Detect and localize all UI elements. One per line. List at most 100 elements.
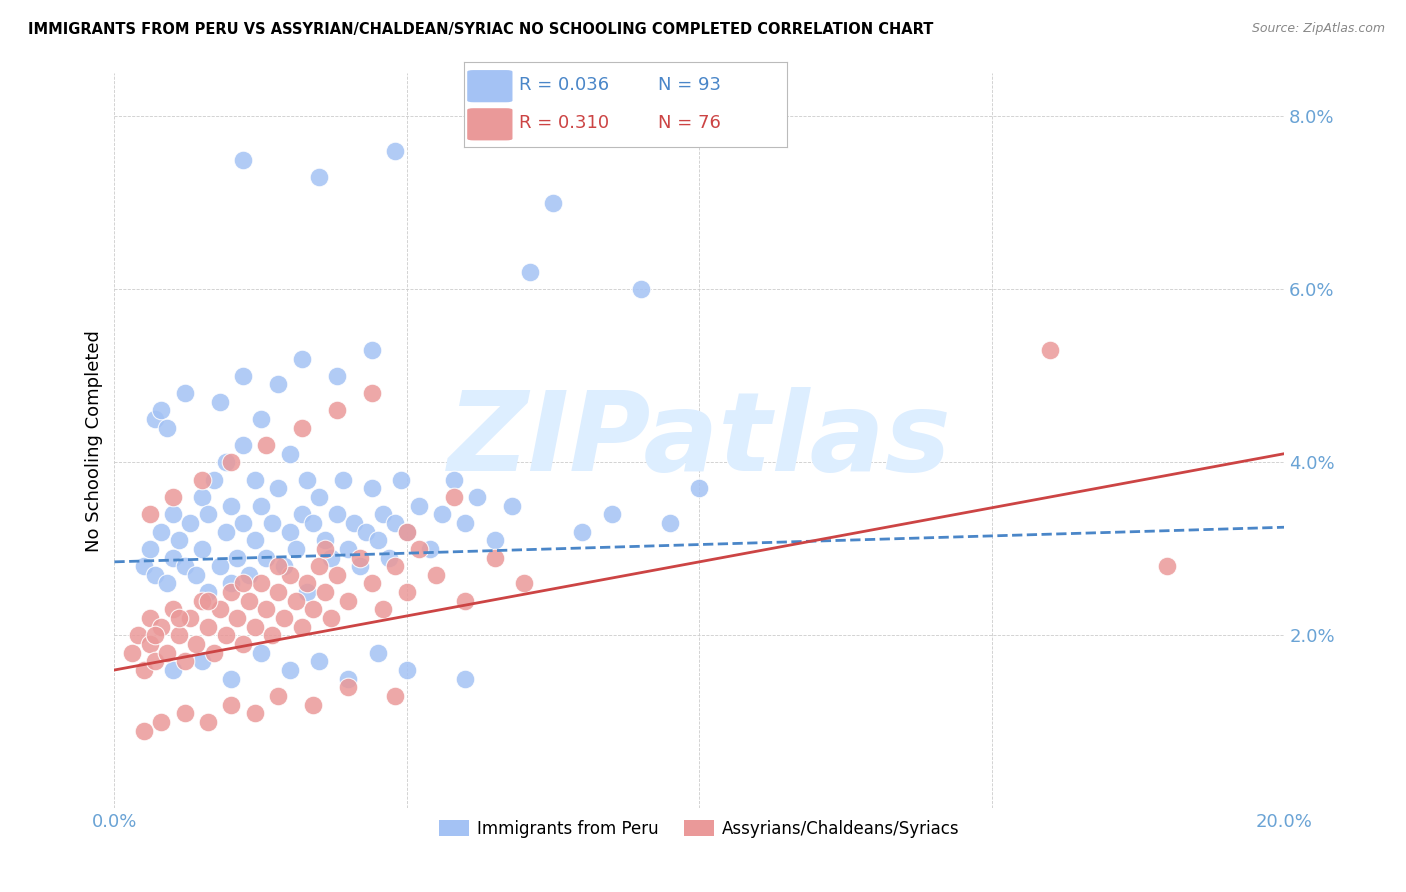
- Point: [302, 698, 325, 712]
- Text: N = 93: N = 93: [658, 77, 721, 95]
- Point: [308, 490, 330, 504]
- Point: [197, 594, 219, 608]
- Point: [226, 611, 249, 625]
- Point: [395, 663, 418, 677]
- Point: [454, 594, 477, 608]
- Point: [132, 559, 155, 574]
- Point: [337, 681, 360, 695]
- Point: [243, 706, 266, 721]
- Point: [630, 282, 652, 296]
- Point: [214, 628, 236, 642]
- Point: [408, 541, 430, 556]
- Point: [349, 559, 371, 574]
- Point: [378, 550, 401, 565]
- Point: [138, 611, 160, 625]
- Point: [571, 524, 593, 539]
- Text: R = 0.310: R = 0.310: [519, 114, 609, 132]
- Point: [395, 524, 418, 539]
- Point: [314, 533, 336, 548]
- Point: [465, 490, 488, 504]
- Point: [191, 654, 214, 668]
- Point: [332, 473, 354, 487]
- Point: [308, 169, 330, 184]
- Point: [360, 481, 382, 495]
- Point: [162, 490, 184, 504]
- Point: [291, 620, 314, 634]
- Point: [256, 602, 278, 616]
- Point: [132, 723, 155, 738]
- Point: [443, 473, 465, 487]
- Point: [284, 541, 307, 556]
- Point: [214, 455, 236, 469]
- Point: [208, 602, 231, 616]
- Point: [150, 403, 173, 417]
- Point: [1039, 343, 1062, 357]
- Point: [373, 602, 395, 616]
- Point: [325, 508, 347, 522]
- Point: [484, 533, 506, 548]
- Point: [501, 499, 523, 513]
- Point: [249, 646, 271, 660]
- Point: [208, 394, 231, 409]
- Point: [273, 611, 295, 625]
- Point: [162, 602, 184, 616]
- Point: [484, 550, 506, 565]
- Point: [395, 524, 418, 539]
- Point: [262, 516, 284, 530]
- Point: [143, 654, 166, 668]
- Point: [384, 516, 406, 530]
- Point: [214, 524, 236, 539]
- Point: [150, 714, 173, 729]
- Point: [238, 594, 260, 608]
- Point: [291, 421, 314, 435]
- Point: [226, 550, 249, 565]
- Point: [360, 343, 382, 357]
- Point: [541, 195, 564, 210]
- Point: [360, 576, 382, 591]
- Point: [267, 481, 290, 495]
- Point: [267, 377, 290, 392]
- Point: [373, 508, 395, 522]
- Legend: Immigrants from Peru, Assyrians/Chaldeans/Syriacs: Immigrants from Peru, Assyrians/Chaldean…: [432, 813, 966, 844]
- Point: [138, 637, 160, 651]
- Point: [232, 438, 254, 452]
- Point: [221, 585, 243, 599]
- Point: [337, 541, 360, 556]
- Point: [688, 481, 710, 495]
- Point: [208, 559, 231, 574]
- Point: [138, 508, 160, 522]
- Point: [419, 541, 441, 556]
- Point: [291, 508, 314, 522]
- Point: [314, 541, 336, 556]
- Point: [430, 508, 453, 522]
- Point: [167, 611, 190, 625]
- Point: [249, 499, 271, 513]
- Point: [513, 576, 536, 591]
- Point: [191, 541, 214, 556]
- Point: [197, 620, 219, 634]
- Point: [319, 550, 342, 565]
- Point: [232, 153, 254, 167]
- Point: [291, 351, 314, 366]
- Point: [278, 447, 301, 461]
- Point: [167, 628, 190, 642]
- Point: [191, 594, 214, 608]
- Text: R = 0.036: R = 0.036: [519, 77, 609, 95]
- Point: [243, 533, 266, 548]
- Point: [349, 550, 371, 565]
- Point: [278, 524, 301, 539]
- Text: N = 76: N = 76: [658, 114, 721, 132]
- Point: [308, 654, 330, 668]
- Point: [173, 559, 195, 574]
- Point: [302, 602, 325, 616]
- Point: [454, 516, 477, 530]
- Point: [325, 368, 347, 383]
- Point: [232, 637, 254, 651]
- Point: [308, 559, 330, 574]
- Point: [191, 473, 214, 487]
- Point: [173, 654, 195, 668]
- Point: [389, 473, 412, 487]
- Point: [256, 438, 278, 452]
- Point: [179, 611, 201, 625]
- Point: [173, 706, 195, 721]
